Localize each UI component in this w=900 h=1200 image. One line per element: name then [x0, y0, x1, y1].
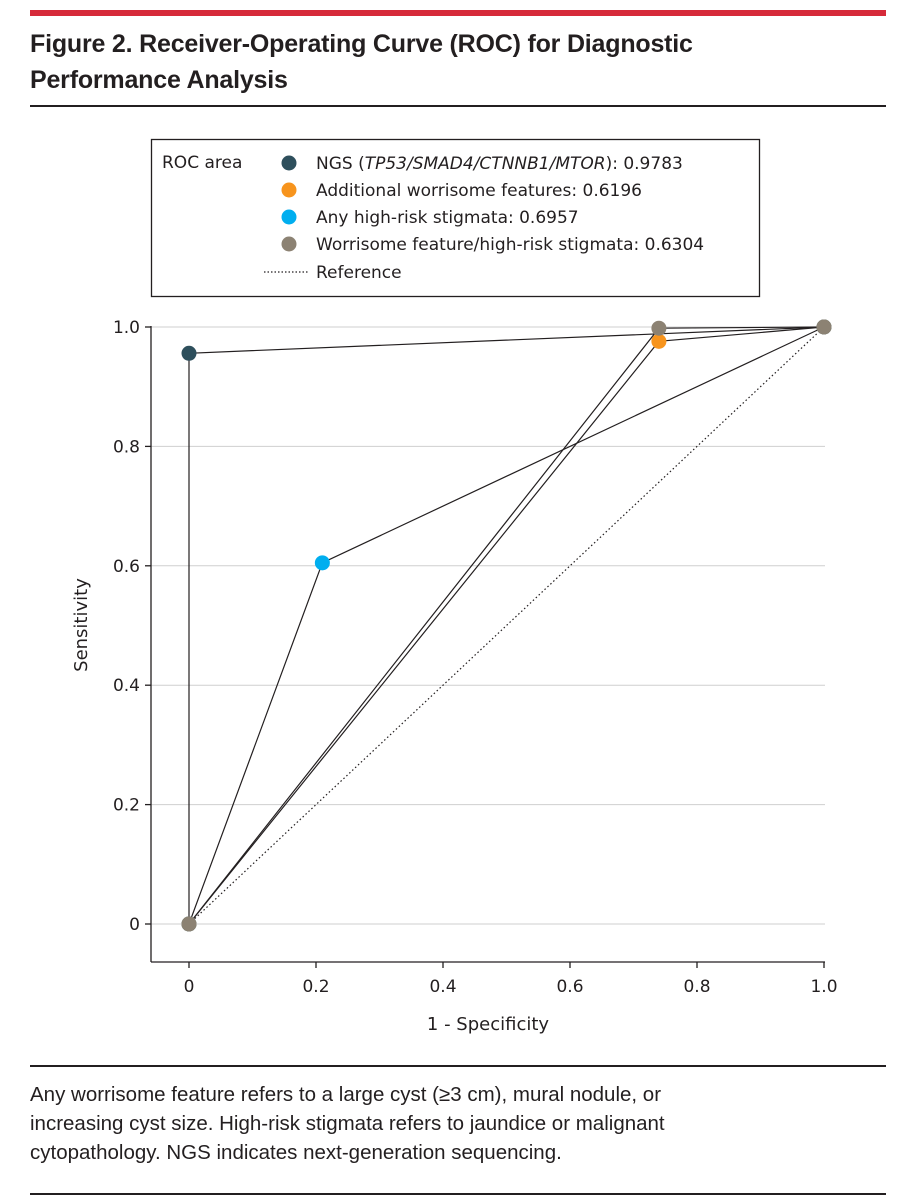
data-point-origin	[181, 916, 197, 932]
figure-title-line-2: Performance Analysis	[30, 66, 288, 94]
legend-label-highrisk: Any high-risk stigmata: 0.6957	[316, 208, 579, 228]
series-points	[181, 319, 832, 932]
x-tick-label: 1.0	[810, 977, 837, 997]
header-accent-bar	[30, 10, 886, 16]
caption-line-1: Any worrisome feature refers to a large …	[30, 1083, 662, 1106]
reference-line	[188, 326, 825, 925]
legend-label-additional: Additional worrisome features: 0.6196	[316, 181, 642, 201]
legend-box	[150, 138, 761, 298]
caption-line-2: increasing cyst size. High-risk stigmata…	[30, 1112, 665, 1135]
legend-label-combined: Worrisome feature/high-risk stigmata: 0.…	[316, 235, 704, 255]
figure-title: Figure 2. Receiver-Operating Curve (ROC)…	[30, 26, 850, 98]
figure-title-line-1: Figure 2. Receiver-Operating Curve (ROC)…	[30, 30, 693, 58]
data-point-ngs	[181, 345, 197, 361]
x-tick-label: 0.2	[302, 977, 329, 997]
gridlines	[151, 326, 825, 925]
y-tick-label: 0	[129, 915, 140, 935]
legend-marker-additional	[281, 182, 297, 198]
x-axis-ticks: 0 0.2 0.4 0.6 0.8 1.0	[184, 962, 838, 997]
roc-chart: ROC area NGS (TP53/SMAD4/CTNNB1/MTOR): 0…	[71, 138, 838, 1035]
caption-line-3: cytopathology. NGS indicates next-genera…	[30, 1141, 562, 1164]
y-tick-label: 0.6	[113, 557, 140, 577]
y-axis-ticks: 0 0.2 0.4 0.6 0.8 1.0	[113, 318, 151, 935]
x-tick-label: 0	[184, 977, 195, 997]
legend-title: ROC area	[162, 153, 242, 173]
data-point-highrisk	[314, 555, 330, 571]
data-point-end	[816, 319, 832, 335]
title-divider	[30, 105, 886, 107]
y-axis-label: Sensitivity	[71, 578, 92, 672]
figure-caption: Any worrisome feature refers to a large …	[30, 1080, 850, 1167]
legend-marker-highrisk	[281, 209, 297, 225]
legend-reference-label: Reference	[316, 263, 402, 283]
y-tick-label: 0.8	[113, 437, 140, 457]
x-axis-label: 1 - Specificity	[427, 1014, 550, 1035]
data-point-combined	[651, 320, 667, 336]
x-tick-label: 0.8	[683, 977, 710, 997]
y-tick-label: 0.2	[113, 796, 140, 816]
y-tick-label: 0.4	[113, 676, 140, 696]
legend-marker-ngs	[281, 155, 297, 171]
data-point-additional	[651, 333, 667, 349]
legend-label-ngs: NGS (TP53/SMAD4/CTNNB1/MTOR): 0.9783	[316, 154, 683, 174]
caption-top-divider	[30, 1065, 886, 1067]
x-tick-label: 0.4	[429, 977, 456, 997]
caption-bottom-divider	[30, 1193, 886, 1195]
x-tick-label: 0.6	[556, 977, 583, 997]
legend-items: NGS (TP53/SMAD4/CTNNB1/MTOR): 0.9783 Addi…	[281, 154, 704, 255]
y-tick-label: 1.0	[113, 318, 140, 338]
legend-marker-combined	[281, 236, 297, 252]
